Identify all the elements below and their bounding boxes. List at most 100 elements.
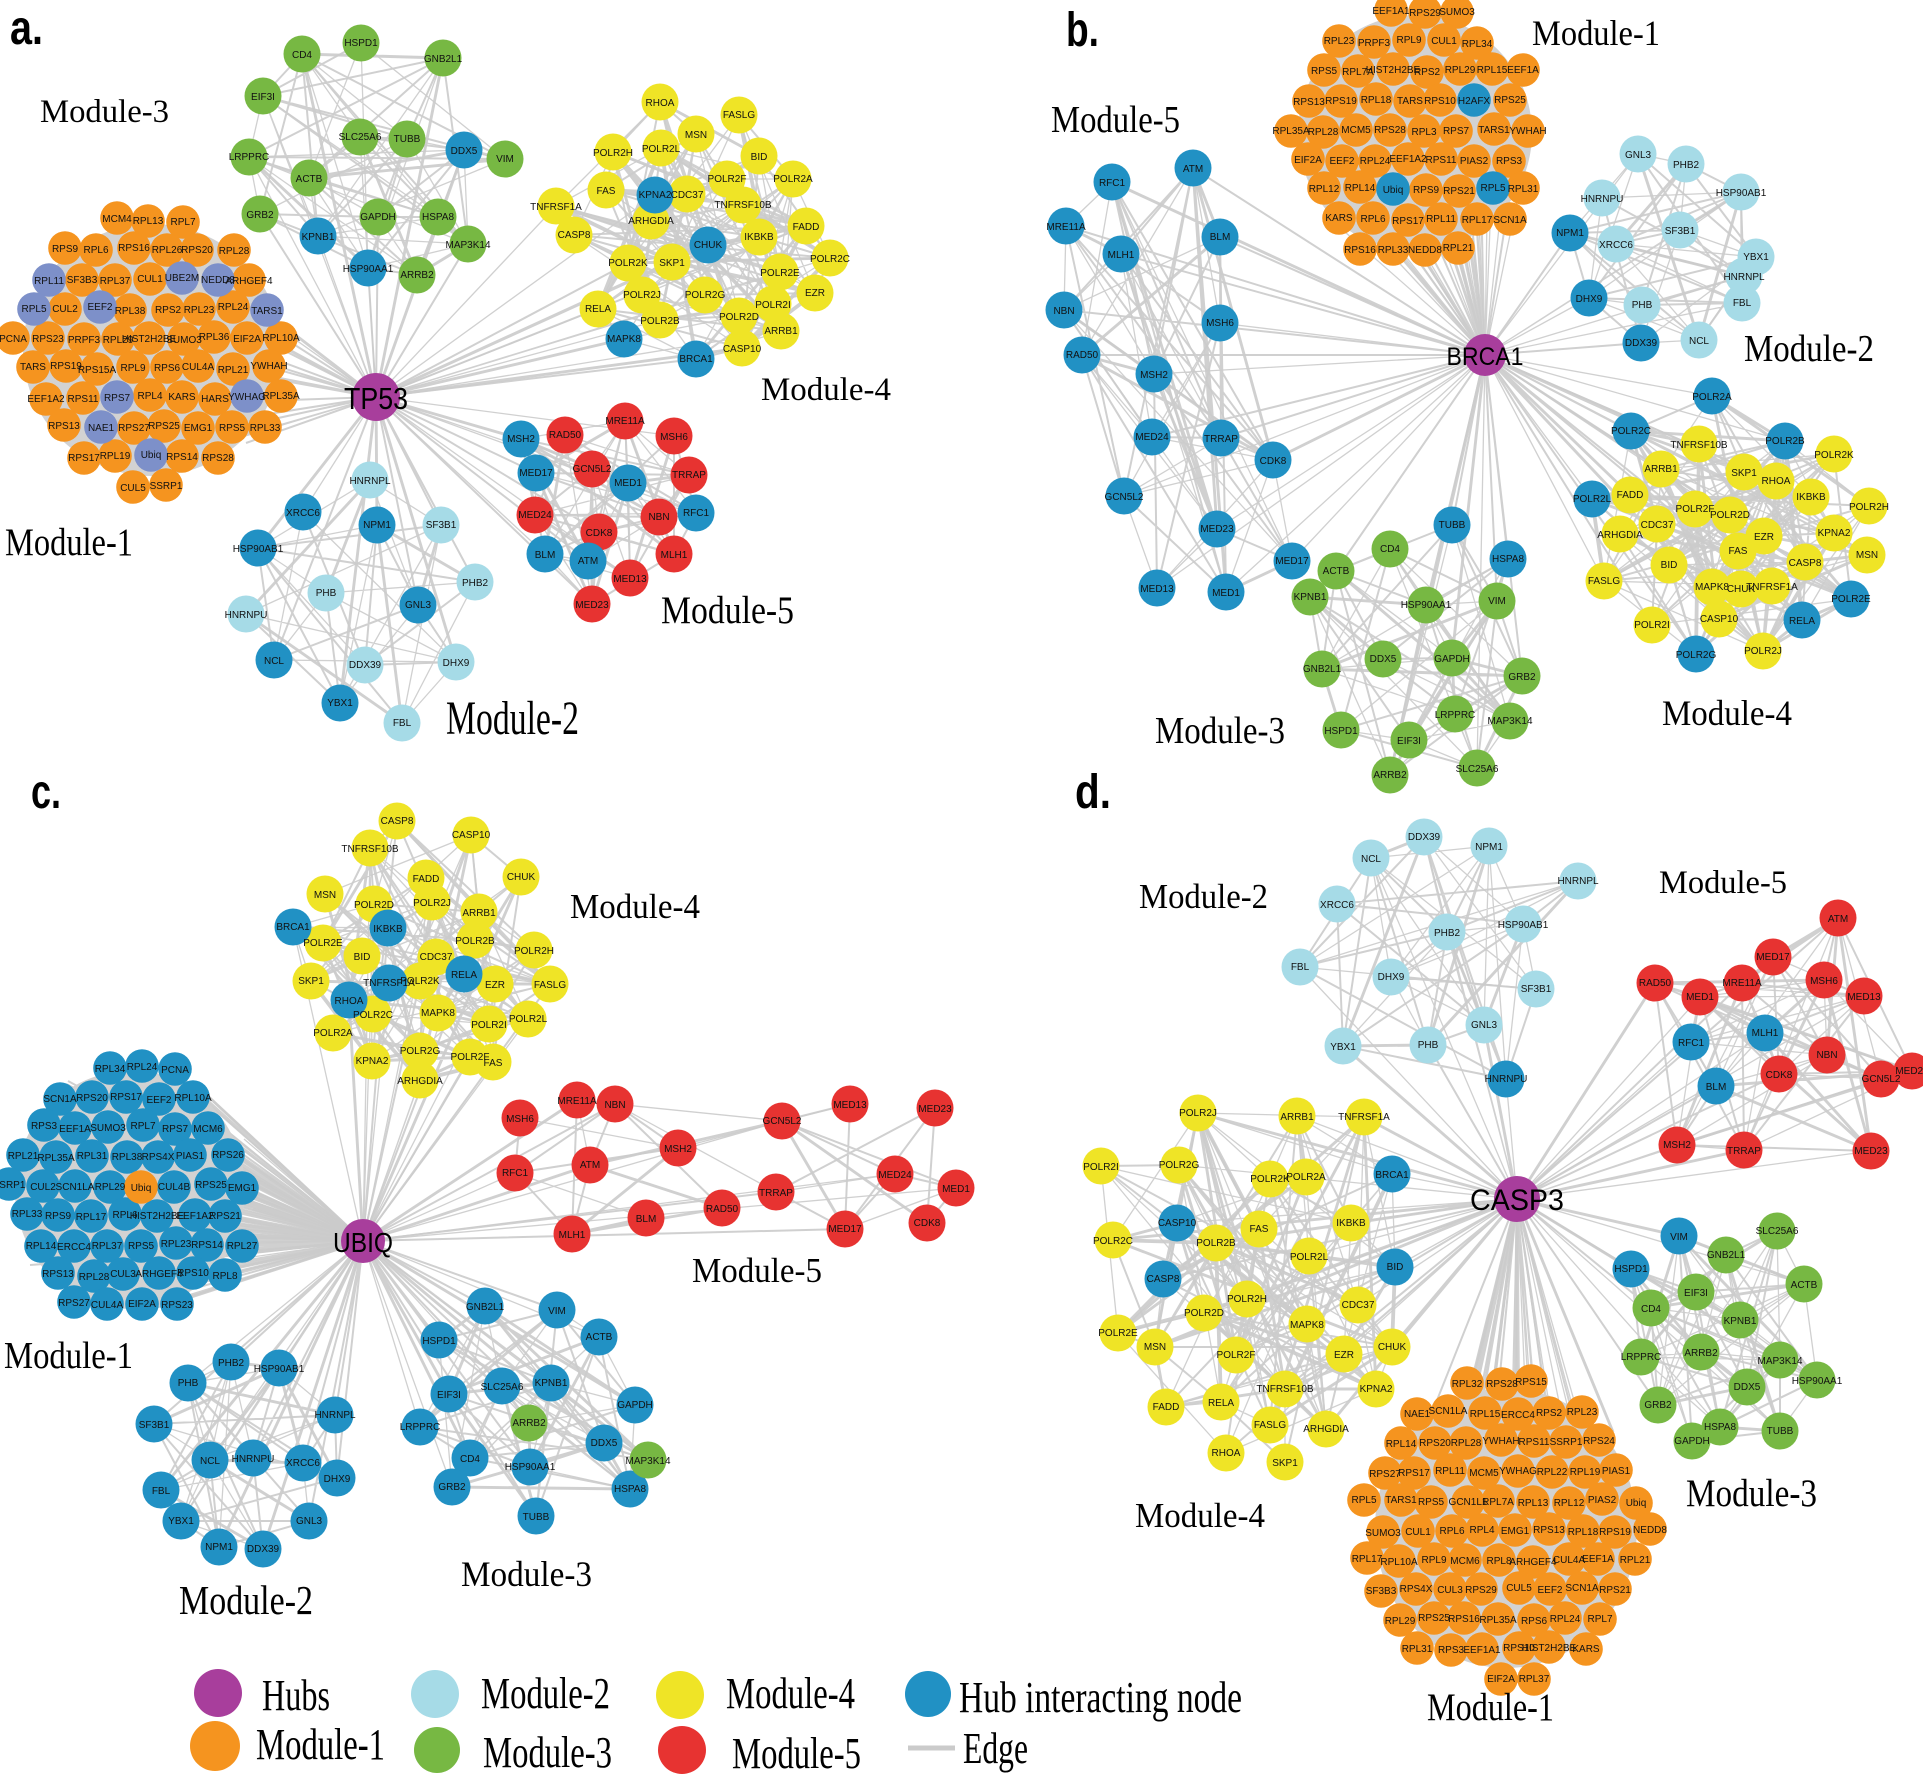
svg-text:POLR2D: POLR2D	[354, 900, 394, 911]
svg-text:POLR2I: POLR2I	[471, 1020, 507, 1031]
svg-text:PRPF3: PRPF3	[68, 335, 101, 346]
svg-text:RPL15: RPL15	[1470, 1409, 1501, 1420]
svg-text:NPM1: NPM1	[205, 1542, 233, 1553]
svg-text:RELA: RELA	[451, 970, 477, 981]
svg-text:IKBKB: IKBKB	[1796, 492, 1826, 503]
svg-text:CUL5: CUL5	[1506, 1583, 1532, 1594]
svg-text:RFC1: RFC1	[1678, 1038, 1705, 1049]
svg-text:Module-5: Module-5	[1659, 865, 1787, 901]
svg-text:ARRB1: ARRB1	[764, 326, 798, 337]
svg-text:RPS17: RPS17	[68, 453, 100, 464]
svg-text:RPL36: RPL36	[199, 332, 230, 343]
svg-text:MED23: MED23	[1854, 1146, 1888, 1157]
svg-text:ARRB2: ARRB2	[1684, 1348, 1718, 1359]
svg-text:KARS: KARS	[168, 392, 196, 403]
svg-text:RFC1: RFC1	[1099, 178, 1126, 189]
svg-text:PCNA: PCNA	[161, 1065, 189, 1076]
svg-text:TARS1: TARS1	[1385, 1495, 1417, 1506]
svg-text:SF3B1: SF3B1	[139, 1420, 170, 1431]
svg-text:TP53: TP53	[344, 381, 408, 416]
svg-text:XRCC6: XRCC6	[1320, 900, 1354, 911]
svg-text:YWHAG: YWHAG	[1499, 1466, 1537, 1477]
svg-text:RPL33: RPL33	[12, 1209, 43, 1220]
svg-text:HSP90AB1: HSP90AB1	[1716, 188, 1767, 199]
svg-text:CASP10: CASP10	[452, 830, 491, 841]
svg-text:HSP90AA1: HSP90AA1	[505, 1462, 556, 1473]
svg-text:POLR2A: POLR2A	[773, 174, 813, 185]
svg-text:d.: d.	[1075, 766, 1111, 819]
svg-text:EIF2A: EIF2A	[1294, 155, 1322, 166]
svg-text:POLR2L: POLR2L	[509, 1014, 548, 1025]
svg-text:RPL10A: RPL10A	[174, 1093, 212, 1104]
svg-text:YBX1: YBX1	[168, 1516, 194, 1527]
svg-text:ATM: ATM	[1828, 914, 1848, 925]
svg-text:MED13: MED13	[613, 574, 647, 585]
svg-text:POLR2E: POLR2E	[303, 938, 343, 949]
svg-text:MED23: MED23	[918, 1104, 952, 1115]
svg-text:POLR2K: POLR2K	[608, 258, 648, 269]
svg-text:ARHGDIA: ARHGDIA	[1597, 530, 1643, 541]
svg-text:SSRP1: SSRP1	[150, 481, 183, 492]
svg-text:NBN: NBN	[604, 1100, 625, 1111]
svg-text:GNL3: GNL3	[1471, 1020, 1498, 1031]
svg-text:RPL19: RPL19	[1570, 1467, 1601, 1478]
svg-text:MRE11A: MRE11A	[557, 1096, 597, 1107]
svg-text:RPL10A: RPL10A	[262, 333, 300, 344]
svg-text:MED1: MED1	[614, 478, 642, 489]
svg-text:Module-2: Module-2	[1139, 877, 1268, 916]
svg-text:Ubiq: Ubiq	[131, 1183, 152, 1194]
svg-text:MED24: MED24	[518, 510, 552, 521]
svg-text:RPL13: RPL13	[1518, 1498, 1549, 1509]
svg-text:HNRNPL: HNRNPL	[314, 1410, 356, 1421]
svg-text:RPS16: RPS16	[1448, 1614, 1480, 1625]
svg-text:CDC37: CDC37	[420, 952, 453, 963]
svg-text:POLR2C: POLR2C	[353, 1010, 393, 1021]
svg-text:CUL4A: CUL4A	[182, 362, 215, 373]
svg-text:SUMO3: SUMO3	[166, 335, 202, 346]
svg-text:RPL17: RPL17	[1462, 215, 1493, 226]
svg-text:LRPPRC: LRPPRC	[229, 152, 270, 163]
svg-text:RPL7: RPL7	[170, 217, 195, 228]
svg-text:BLM: BLM	[1210, 232, 1231, 243]
svg-text:POLR2B: POLR2B	[455, 936, 495, 947]
svg-text:RELA: RELA	[1789, 616, 1815, 627]
svg-text:FADD: FADD	[793, 222, 820, 233]
svg-text:KPNB1: KPNB1	[1724, 1316, 1757, 1327]
svg-text:CUL2: CUL2	[30, 1182, 56, 1193]
svg-text:MLH1: MLH1	[559, 1230, 586, 1241]
svg-text:GCN5L2: GCN5L2	[1105, 492, 1144, 503]
svg-text:HSPD1: HSPD1	[422, 1336, 456, 1347]
svg-text:POLR2E: POLR2E	[1831, 594, 1871, 605]
svg-text:EEF1A: EEF1A	[59, 1124, 91, 1135]
svg-text:RPL29: RPL29	[1385, 1616, 1416, 1627]
svg-text:RPL32: RPL32	[1452, 1379, 1483, 1390]
svg-text:MAP3K14: MAP3K14	[445, 240, 490, 251]
svg-text:KPNA2: KPNA2	[356, 1056, 389, 1067]
svg-text:SUMO3: SUMO3	[1439, 7, 1475, 18]
svg-text:ARHGDIA: ARHGDIA	[628, 216, 674, 227]
svg-text:CDK8: CDK8	[1260, 456, 1287, 467]
svg-text:DDX39: DDX39	[247, 1544, 280, 1555]
svg-text:RPL31: RPL31	[1402, 1644, 1433, 1655]
svg-text:NCL: NCL	[1361, 854, 1381, 865]
svg-text:RPS16: RPS16	[1344, 245, 1376, 256]
svg-text:NCL: NCL	[264, 656, 284, 667]
svg-text:FBL: FBL	[1733, 298, 1752, 309]
svg-text:RPS11: RPS11	[1519, 1437, 1550, 1448]
svg-text:Module-3: Module-3	[40, 94, 169, 130]
svg-text:RPL13: RPL13	[133, 216, 164, 227]
svg-text:RPL14: RPL14	[1386, 1439, 1417, 1450]
svg-text:POLR2C: POLR2C	[810, 254, 850, 265]
svg-text:RPS6: RPS6	[1521, 1616, 1548, 1627]
svg-text:CASP8: CASP8	[1789, 558, 1822, 569]
svg-text:MAPK8: MAPK8	[607, 334, 641, 345]
svg-text:H2AFX: H2AFX	[1458, 96, 1491, 107]
svg-text:MSH6: MSH6	[1206, 318, 1234, 329]
svg-text:RPS24: RPS24	[1583, 1436, 1615, 1447]
svg-text:CUL2: CUL2	[52, 304, 78, 315]
svg-text:SKP1: SKP1	[659, 258, 685, 269]
svg-text:RPL9: RPL9	[120, 363, 145, 374]
svg-text:TNFRSF10B: TNFRSF10B	[1670, 440, 1728, 451]
svg-text:RPL28: RPL28	[79, 1272, 110, 1283]
svg-text:RPL4: RPL4	[1469, 1525, 1494, 1536]
